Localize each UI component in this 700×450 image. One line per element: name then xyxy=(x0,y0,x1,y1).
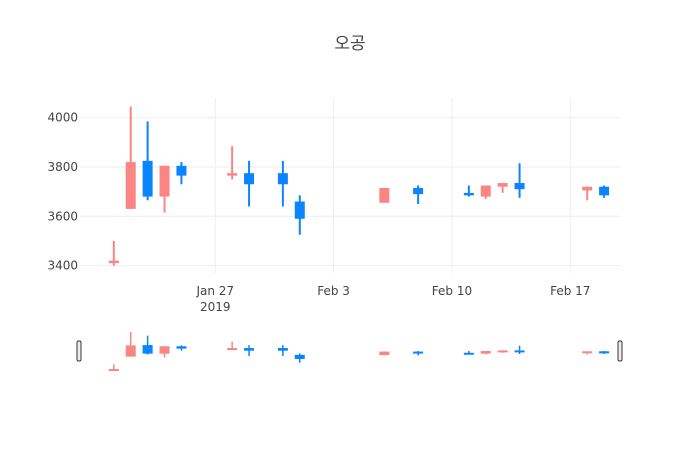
candle[interactable] xyxy=(227,146,238,180)
slider-candle-body xyxy=(497,350,508,353)
candle[interactable] xyxy=(582,186,593,201)
slider-candle-body xyxy=(176,346,187,349)
slider-candle-body xyxy=(108,369,119,372)
x-tick-sublabel: 2019 xyxy=(200,300,231,314)
slider-candle xyxy=(108,364,119,372)
candle-body xyxy=(480,185,491,197)
slider-candle xyxy=(159,346,170,358)
candle-body xyxy=(463,192,474,196)
slider-candle-body xyxy=(142,345,153,354)
slider-candle xyxy=(125,332,136,357)
slider-candle xyxy=(413,351,424,356)
candle-body xyxy=(379,187,390,203)
slider-candle xyxy=(277,345,288,357)
candle[interactable] xyxy=(497,183,508,193)
slider-candle-body xyxy=(599,351,610,354)
candle-body xyxy=(497,183,508,187)
candle-body xyxy=(599,186,610,196)
slider-candle-body xyxy=(480,351,491,354)
candle[interactable] xyxy=(514,163,525,198)
y-tick-label: 3400 xyxy=(47,259,78,273)
y-tick-label: 4000 xyxy=(47,111,78,125)
candle[interactable] xyxy=(142,121,153,201)
slider-candle xyxy=(599,351,610,354)
slider-candle xyxy=(176,345,187,351)
slider-candle xyxy=(142,335,153,355)
candle[interactable] xyxy=(379,187,390,203)
candle-body xyxy=(514,183,525,190)
candle[interactable] xyxy=(463,185,474,197)
slider-candle xyxy=(227,341,238,351)
candle-body xyxy=(176,165,187,176)
slider-candle-body xyxy=(159,346,170,354)
candle-body xyxy=(108,260,119,264)
slider-candle xyxy=(379,351,390,356)
candle-body xyxy=(142,160,153,197)
slider-candle xyxy=(497,350,508,353)
x-tick-label: Feb 17 xyxy=(550,284,590,298)
slider-candle xyxy=(514,345,525,354)
candle[interactable] xyxy=(244,160,255,207)
candle[interactable] xyxy=(159,165,170,213)
slider-candle-body xyxy=(125,345,136,357)
candle-body xyxy=(582,186,593,191)
y-tick-label: 3600 xyxy=(47,209,78,223)
candle-body xyxy=(125,162,136,209)
x-tick-label: Feb 3 xyxy=(317,284,350,298)
y-axis-ticks: 3400 3600 3800 4000 xyxy=(47,111,78,273)
candle[interactable] xyxy=(480,185,491,200)
candle-body xyxy=(294,201,305,219)
slider-candle-body xyxy=(244,348,255,351)
candle[interactable] xyxy=(176,162,187,185)
slider-candle-body xyxy=(463,352,474,355)
range-slider-candles xyxy=(108,332,610,372)
candle[interactable] xyxy=(277,160,288,207)
candle-body xyxy=(227,173,238,176)
slider-candle xyxy=(463,351,474,355)
x-tick-label: Feb 10 xyxy=(432,284,472,298)
candle[interactable] xyxy=(125,106,136,209)
x-tick-label: Jan 27 xyxy=(195,284,234,298)
candle[interactable] xyxy=(413,185,424,204)
range-slider-left-handle[interactable] xyxy=(76,340,82,362)
slider-candle-body xyxy=(582,351,593,354)
slider-candle-body xyxy=(294,354,305,359)
candle[interactable] xyxy=(108,240,119,266)
slider-candle-body xyxy=(227,348,238,351)
slider-candle xyxy=(582,351,593,355)
candles[interactable] xyxy=(108,106,610,266)
slider-candle xyxy=(244,345,255,357)
x-axis-ticks: Jan 27 2019 Feb 3 Feb 10 Feb 17 xyxy=(195,284,590,314)
y-tick-label: 3800 xyxy=(47,160,78,174)
slider-candle-body xyxy=(413,351,424,354)
x-gridlines xyxy=(214,98,571,273)
range-slider-handles[interactable] xyxy=(76,340,623,362)
slider-candle xyxy=(480,351,491,355)
chart-title: 오공 xyxy=(334,34,365,54)
slider-candle xyxy=(294,353,305,363)
candle[interactable] xyxy=(294,195,305,235)
range-slider[interactable] xyxy=(76,332,623,372)
candle-body xyxy=(244,173,255,185)
candle-body xyxy=(277,173,288,185)
slider-candle-body xyxy=(514,350,525,353)
slider-candle-body xyxy=(379,351,390,356)
candle[interactable] xyxy=(599,185,610,198)
range-slider-right-handle[interactable] xyxy=(617,340,623,362)
candle-body xyxy=(159,165,170,197)
y-gridlines xyxy=(80,117,621,267)
candle-body xyxy=(413,187,424,195)
slider-candle-body xyxy=(277,348,288,351)
